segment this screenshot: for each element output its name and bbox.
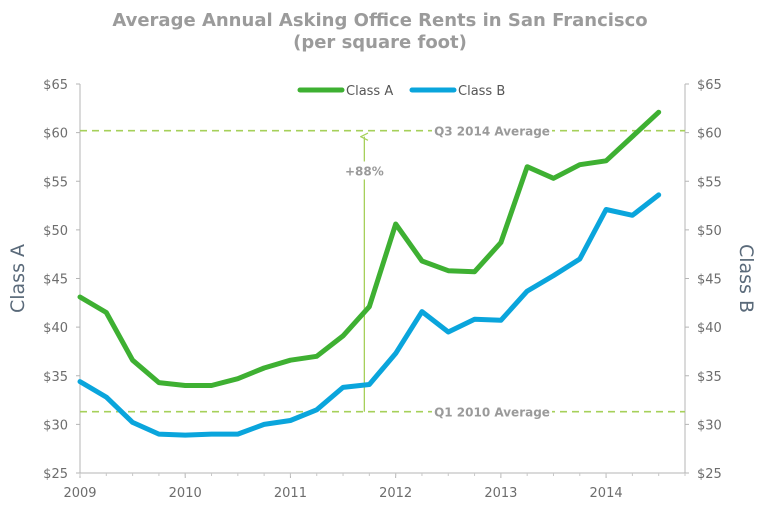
x-tick-label: 2012 (379, 486, 412, 501)
y-tick-label-left: $35 (43, 370, 68, 385)
y-tick-label-left: $55 (43, 175, 68, 190)
y-tick-label-right: $30 (697, 418, 722, 433)
y-tick-label-left: $60 (43, 127, 68, 142)
y-tick-label-right: $65 (697, 78, 722, 93)
y-tick-label-left: $40 (43, 321, 68, 336)
y-tick-label-left: $65 (43, 78, 68, 93)
axis-labels: Class A Class B (7, 244, 757, 313)
reference-label-bg (432, 121, 552, 139)
y-tick-label-left: $50 (43, 224, 68, 239)
x-tick-label: 2013 (484, 486, 517, 501)
x-tick-label: 2014 (590, 486, 623, 501)
y-tick-label-right: $50 (697, 224, 722, 239)
series-line-class-b (77, 192, 662, 438)
y-tick-label-right: $40 (697, 321, 722, 336)
legend-label-class-b: Class B (458, 84, 505, 99)
series-lines (77, 109, 662, 438)
annotation-label: +88% (345, 164, 384, 178)
y-tick-label-right: $35 (697, 370, 722, 385)
axes: $25 $25 $30 $30 $35 $35 $40 $40 $45 $45 $50 $50 $55 $… (43, 78, 722, 501)
legend: Class A Class B (297, 84, 505, 99)
x-tick-label: 2010 (169, 486, 202, 501)
chart-title: Average Annual Asking Office Rents in Sa… (112, 10, 648, 31)
reference-label-bg (432, 402, 552, 420)
reference-lines: Q3 2014 Average Q1 2010 Average (80, 121, 685, 420)
x-tick-label: 2009 (63, 486, 96, 501)
annotation: +88% (342, 137, 387, 412)
y-tick-label-left: $25 (43, 467, 68, 482)
y-axis-label-right: Class B (735, 244, 757, 313)
x-tick-label: 2011 (274, 486, 307, 501)
legend-label-class-a: Class A (346, 84, 393, 99)
y-axis-label-left: Class A (7, 244, 29, 313)
reference-label: Q1 2010 Average (434, 406, 550, 420)
chart-title-block: Average Annual Asking Office Rents in Sa… (0, 10, 760, 54)
reference-label: Q3 2014 Average (434, 125, 550, 139)
y-tick-label-right: $60 (697, 127, 722, 142)
y-tick-label-right: $55 (697, 175, 722, 190)
chart-subtitle: (per square foot) (293, 32, 467, 53)
y-tick-label-left: $30 (43, 418, 68, 433)
series-line-class-a (77, 109, 662, 388)
y-tick-label-right: $25 (697, 467, 722, 482)
annotation-label-bg (342, 161, 387, 180)
y-tick-label-left: $45 (43, 273, 68, 288)
y-tick-label-right: $45 (697, 273, 722, 288)
